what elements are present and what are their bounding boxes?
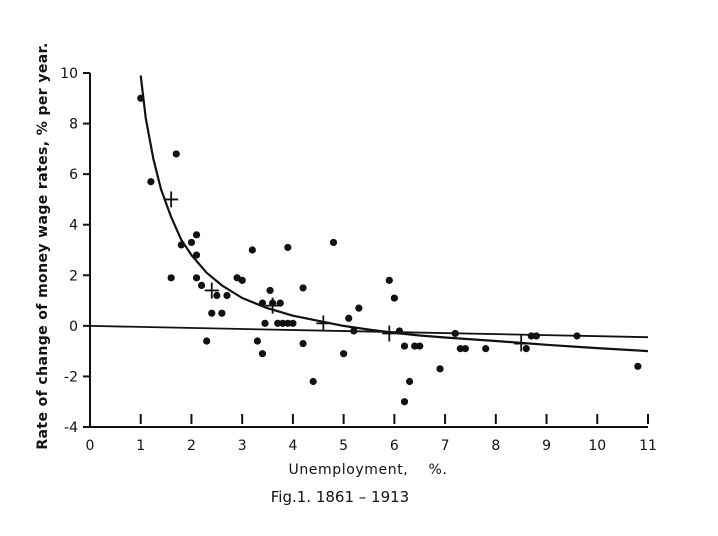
y-axis-title: Rate of change of money wage rates, % pe…	[35, 42, 51, 449]
x-axis-title: Unemployment, %.	[288, 462, 447, 478]
data-point	[147, 178, 155, 186]
data-point	[456, 345, 464, 353]
data-point	[461, 345, 469, 353]
data-point	[137, 94, 145, 102]
data-point	[299, 284, 307, 292]
data-point	[203, 337, 211, 345]
data-point	[355, 304, 363, 312]
data-point	[299, 339, 307, 348]
x-tick-label: 0	[86, 438, 95, 454]
data-point	[238, 276, 246, 284]
x-tick-label: 2	[187, 438, 196, 454]
x-tick-label: 3	[238, 438, 247, 454]
data-point	[284, 243, 292, 252]
data-point	[213, 291, 221, 300]
x-tick-label: 5	[339, 438, 348, 454]
data-point	[192, 274, 201, 282]
y-tick-label: -4	[64, 420, 78, 436]
x-tick-label: 7	[441, 438, 450, 454]
x-ticks: 0 1 2 3 4 5 6 7 8 9 10 11	[86, 414, 657, 454]
data-point	[172, 150, 180, 158]
average-cross-marker	[204, 282, 219, 299]
data-point	[345, 314, 353, 322]
data-point	[258, 299, 267, 307]
figure-caption: Fig.1. 1861 – 1913	[271, 488, 409, 506]
y-tick-label: 6	[69, 167, 78, 183]
data-point	[416, 342, 424, 350]
data-point	[411, 342, 419, 350]
data-point	[187, 238, 196, 247]
data-point	[400, 398, 409, 406]
average-cross-marker	[265, 297, 280, 314]
data-point	[527, 332, 535, 340]
y-tick-label: 8	[69, 117, 78, 133]
data-point	[573, 332, 581, 340]
y-tick-label: 4	[69, 218, 78, 234]
data-point	[634, 362, 642, 370]
x-tick-label: 8	[491, 438, 500, 454]
data-point	[385, 276, 393, 284]
data-point	[350, 327, 358, 335]
data-point	[177, 241, 185, 249]
data-point	[279, 319, 287, 327]
average-cross-marker	[316, 315, 331, 332]
data-point	[400, 342, 409, 350]
x-tick-label: 11	[639, 438, 657, 454]
x-tick-label: 4	[288, 438, 297, 454]
y-tick-label: -2	[64, 369, 78, 385]
data-point	[167, 274, 175, 282]
data-point	[266, 286, 274, 295]
zero-line	[89, 325, 649, 339]
axes	[89, 73, 648, 428]
data-point	[258, 350, 267, 358]
y-ticks: -4 -2 0 2 4 6 8 10	[60, 66, 90, 436]
data-point	[451, 329, 459, 338]
data-point	[284, 319, 292, 327]
fitted-curve	[139, 75, 649, 353]
data-point	[218, 309, 226, 317]
data-point	[532, 332, 541, 340]
y-tick-label: 10	[60, 66, 78, 82]
average-markers	[164, 191, 529, 352]
data-point	[198, 281, 206, 289]
data-point	[208, 309, 216, 317]
data-point	[274, 319, 282, 327]
average-cross-marker	[164, 191, 179, 208]
data-point	[329, 238, 338, 247]
data-point	[482, 345, 490, 353]
y-tick-label: 2	[69, 268, 78, 284]
data-point	[253, 337, 261, 345]
lines	[89, 75, 649, 353]
data-point	[405, 377, 414, 386]
data-point	[192, 251, 201, 259]
x-tick-label: 9	[542, 438, 551, 454]
data-point	[289, 319, 297, 327]
data-point	[436, 365, 444, 373]
data-point	[340, 350, 348, 358]
x-tick-label: 6	[390, 438, 399, 454]
data-point	[309, 377, 317, 386]
data-point	[223, 291, 231, 300]
data-points	[137, 94, 642, 406]
data-point	[390, 294, 398, 302]
data-point	[261, 319, 269, 327]
x-tick-label: 1	[136, 438, 145, 454]
data-point	[395, 327, 404, 335]
data-point	[248, 246, 256, 254]
average-cross-marker	[514, 335, 529, 352]
y-tick-label: 0	[69, 319, 78, 335]
x-tick-label: 10	[588, 438, 606, 454]
data-point	[522, 345, 530, 353]
average-cross-marker	[382, 325, 397, 342]
data-point	[192, 231, 201, 239]
